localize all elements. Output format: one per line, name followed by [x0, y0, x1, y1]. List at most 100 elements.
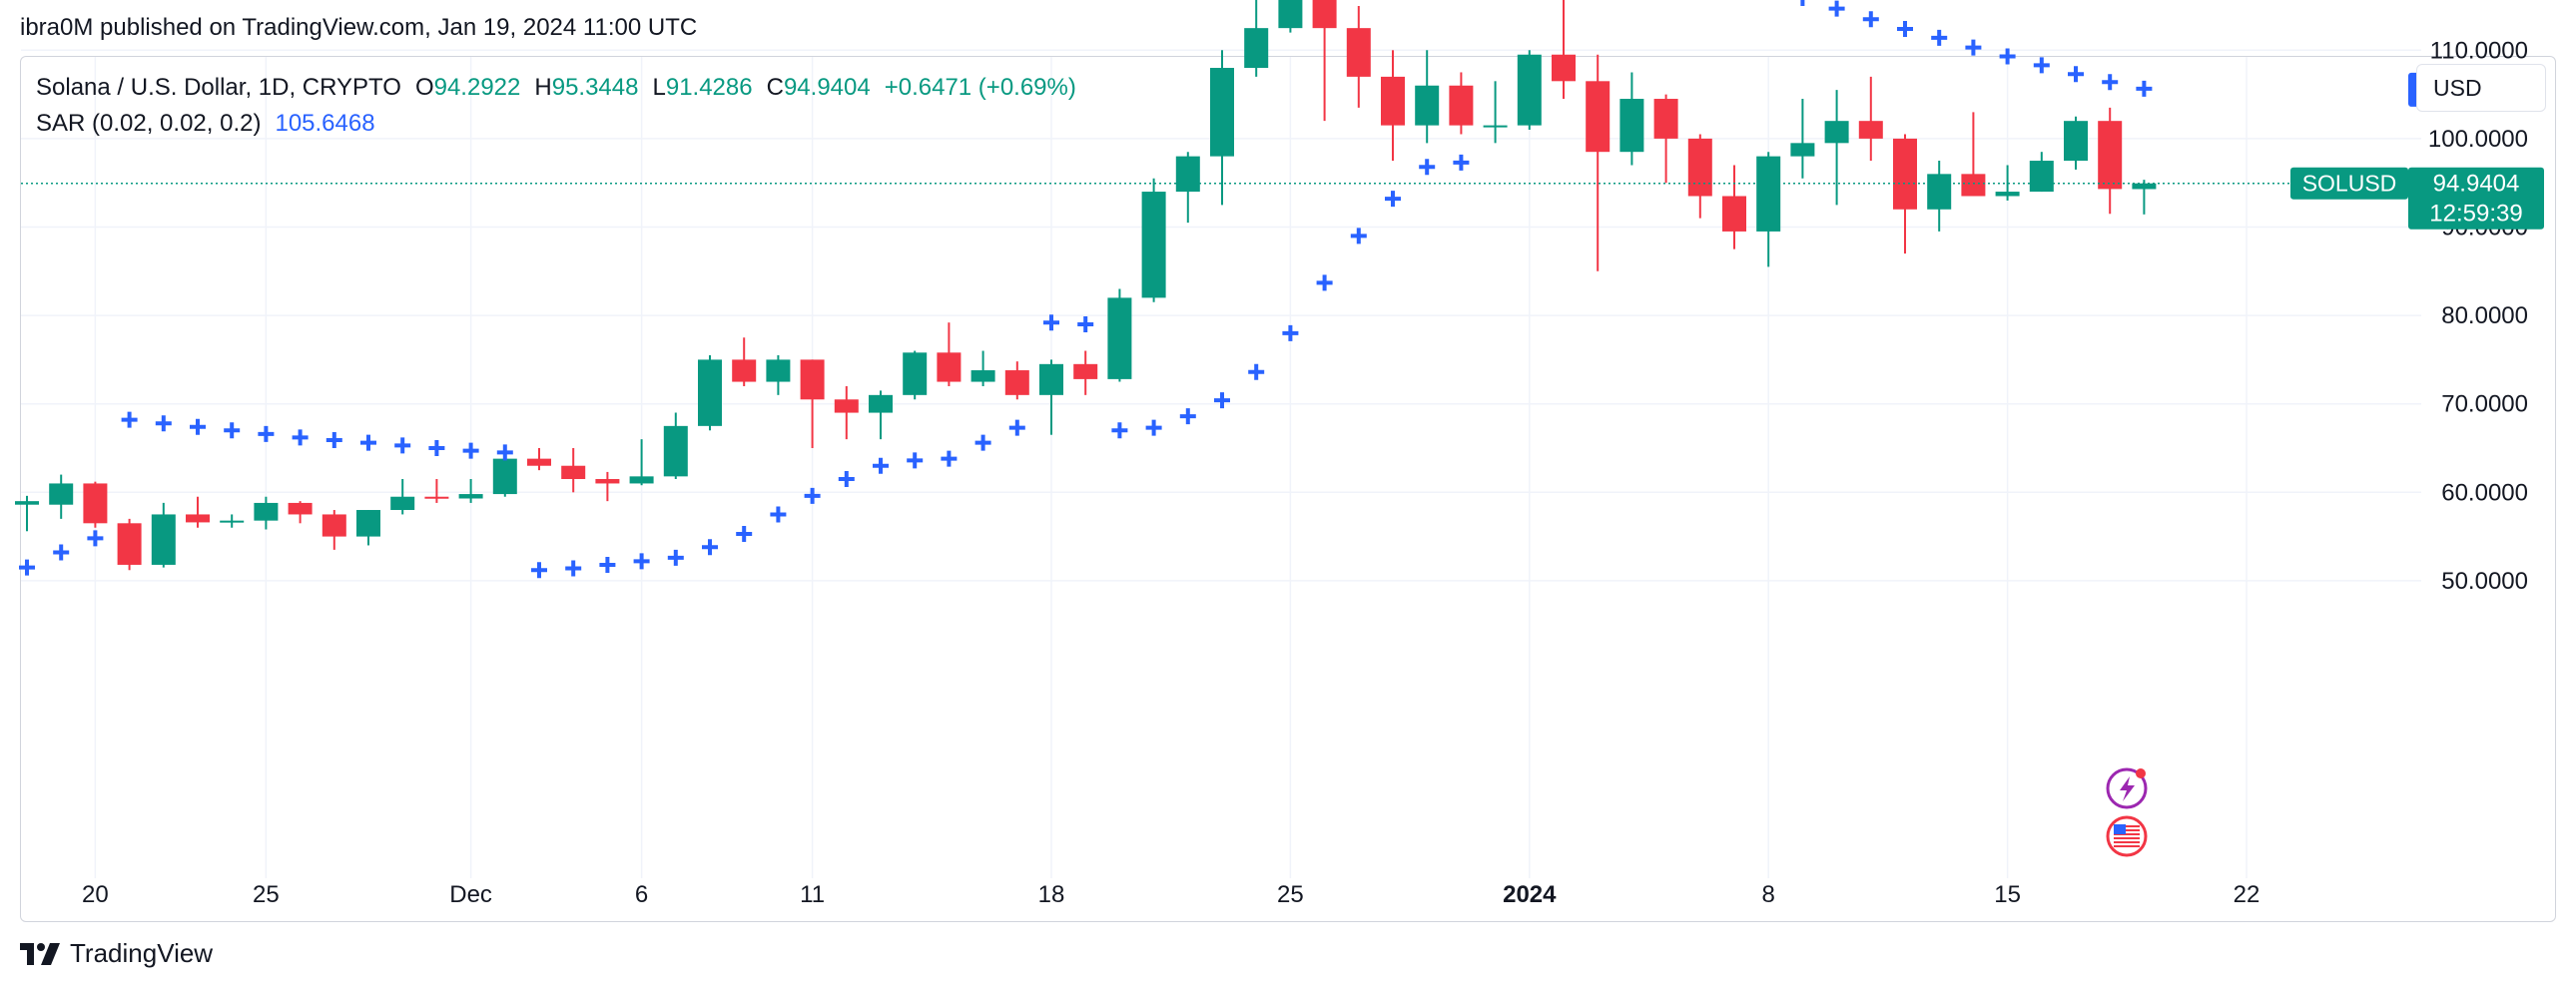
- sar-marker: [907, 452, 924, 469]
- candle-body: [1039, 363, 1063, 395]
- currency-button[interactable]: USD: [2416, 64, 2546, 112]
- sar-marker: [1965, 39, 1982, 56]
- x-axis-labels: 20 25 Dec 6 11 18 25 2024 8 15 22: [82, 881, 2259, 908]
- candles: [15, 0, 2157, 571]
- candle-body: [970, 370, 995, 382]
- footer-brand[interactable]: TradingView: [20, 938, 213, 969]
- x-tick-label: 22: [2234, 881, 2260, 908]
- symbol-price-tag: SOLUSD: [2290, 167, 2408, 200]
- candle-down: [1961, 112, 1986, 197]
- sar-marker: [1248, 363, 1265, 380]
- legend-indicator-name[interactable]: SAR (0.02, 0.02, 0.2): [36, 110, 262, 137]
- candle-body: [1552, 54, 1576, 82]
- candle-down: [527, 448, 551, 471]
- candle-down: [1312, 0, 1337, 122]
- tradingview-logo-icon: [20, 942, 60, 965]
- candle-body: [1893, 138, 1917, 210]
- sar-marker: [394, 437, 411, 454]
- sar-marker: [873, 457, 889, 474]
- sar-marker: [1316, 274, 1333, 291]
- publisher-line: ibra0M published on TradingView.com, Jan…: [20, 14, 698, 41]
- candle-body: [1381, 76, 1405, 126]
- candle-up: [1619, 72, 1644, 166]
- candle-down: [424, 479, 449, 503]
- candle-body: [220, 520, 245, 523]
- candle-up: [1039, 359, 1063, 435]
- candle-body: [1449, 85, 1474, 126]
- candle-up: [903, 350, 928, 400]
- candle-up: [1927, 161, 1952, 232]
- sar-marker: [1179, 408, 1196, 425]
- sar-marker: [462, 442, 479, 459]
- candle-up: [1517, 50, 1542, 131]
- lightning-event-icon[interactable]: [2106, 767, 2148, 809]
- sar-marker: [736, 525, 753, 542]
- legend-indicator-row: SAR (0.02, 0.02, 0.2) 105.6468: [36, 106, 1076, 142]
- candle-body: [1790, 143, 1815, 157]
- legend-symbol[interactable]: Solana / U.S. Dollar, 1D, CRYPTO: [36, 74, 401, 101]
- legend-open-label: O: [414, 74, 434, 101]
- candle-down: [288, 501, 313, 524]
- sar-marker: [804, 487, 821, 504]
- candle-up: [220, 514, 245, 528]
- legend-change: +0.6471 (+0.69%): [884, 74, 1076, 101]
- candle-body: [1517, 54, 1542, 126]
- sar-marker: [1385, 191, 1401, 208]
- candle-body: [2098, 121, 2123, 190]
- candle-up: [1824, 90, 1849, 206]
- sar-marker: [1794, 0, 1811, 7]
- flag-stripe: [2114, 841, 2140, 843]
- candle-up: [869, 390, 893, 440]
- sar-marker: [155, 415, 172, 432]
- candle-body: [1312, 0, 1337, 29]
- y-tick-label: 60.0000: [2441, 479, 2528, 506]
- candle-down: [937, 322, 962, 386]
- sar-marker: [224, 422, 241, 439]
- candle-body: [390, 496, 415, 511]
- candle-body: [322, 514, 346, 537]
- candle-down: [1653, 94, 1678, 184]
- sar-marker: [702, 539, 718, 556]
- last-price-label: 94.9404 12:59:39: [2408, 167, 2544, 230]
- candle-up: [1483, 81, 1508, 144]
- sar-marker: [190, 418, 206, 435]
- candle-down: [1893, 134, 1917, 254]
- flag-canton: [2114, 824, 2126, 834]
- candle-body: [1653, 99, 1678, 139]
- candle-down: [1004, 361, 1029, 400]
- candle-body: [1210, 68, 1234, 157]
- candle-up: [1278, 0, 1303, 33]
- sar-marker: [292, 429, 309, 446]
- candle-body: [1107, 297, 1132, 379]
- candle-body: [1687, 138, 1712, 197]
- candle-down: [1552, 0, 1576, 100]
- candle-down: [1687, 134, 1712, 219]
- candle-body: [83, 483, 108, 524]
- candle-body: [527, 458, 551, 466]
- us-flag-event-icon[interactable]: [2106, 815, 2148, 857]
- sar-marker: [496, 444, 513, 461]
- candle-body: [356, 510, 380, 537]
- candle-down: [322, 510, 346, 550]
- sar-marker: [1008, 419, 1025, 436]
- candle-down: [732, 337, 757, 386]
- sar-marker: [1419, 159, 1436, 176]
- x-tick-label: 18: [1038, 881, 1065, 908]
- candle-down: [1073, 350, 1098, 395]
- candle-down: [117, 518, 142, 571]
- sar-marker: [19, 559, 35, 576]
- candle-up: [766, 354, 791, 395]
- candle-up: [458, 479, 483, 503]
- sar-marker: [838, 471, 855, 488]
- candle-body: [1004, 370, 1029, 395]
- lightning-bolt: [2120, 776, 2135, 801]
- candle-body: [1995, 192, 2020, 197]
- candle-down: [1346, 6, 1371, 108]
- y-axis-labels: 50.000060.000070.000080.000090.0000100.0…: [2428, 37, 2528, 595]
- candle-body: [663, 425, 688, 477]
- chart-frame: [20, 56, 2556, 922]
- candle-body: [49, 483, 74, 505]
- y-tick-label: 110.0000: [2430, 37, 2528, 64]
- candle-body: [2132, 183, 2157, 190]
